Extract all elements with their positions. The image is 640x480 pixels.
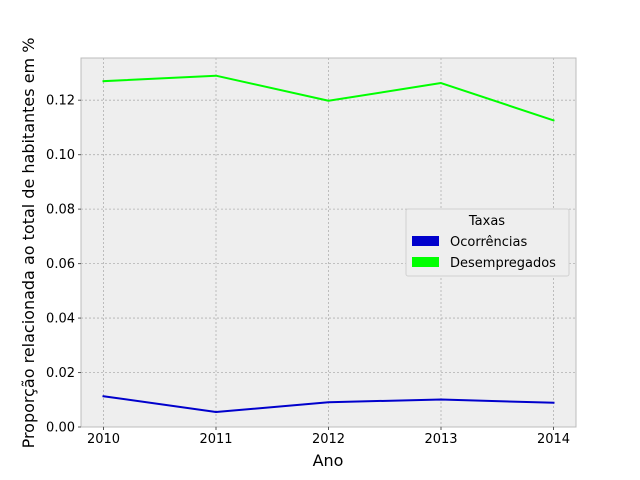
legend-swatch: [412, 257, 439, 267]
x-tick-label: 2014: [537, 432, 570, 447]
y-tick-label: 0.10: [46, 148, 75, 163]
x-axis-label: Ano: [313, 451, 344, 470]
y-tick-label: 0.12: [46, 94, 75, 109]
x-tick-label: 2012: [312, 432, 345, 447]
y-tick-label: 0.06: [46, 257, 75, 272]
legend-label: Desempregados: [450, 256, 556, 271]
tick-labels: 2010 2011 2012 2013 2014 0.00 0.02 0.04 0.06 0.08…: [46, 94, 570, 447]
legend-entries: Ocorrências Desempregados: [412, 235, 556, 271]
x-tick-label: 2013: [424, 432, 457, 447]
legend: Taxas Ocorrências Desempregados: [405, 208, 570, 277]
series-line-desempregados: [102, 74, 555, 122]
y-tick-label: 0.08: [46, 203, 75, 218]
x-tick-label: 2010: [87, 432, 120, 447]
series-group: [102, 74, 555, 414]
y-tick-label: 0.04: [46, 312, 75, 327]
y-axis-label: Proporção relacionada ao total de habita…: [19, 38, 38, 449]
legend-title: Taxas: [468, 214, 505, 229]
y-tick-label: 0.00: [46, 421, 75, 436]
legend-box: [405, 208, 570, 277]
legend-swatch: [412, 236, 439, 246]
x-tick-label: 2011: [199, 432, 232, 447]
y-tick-label: 0.02: [46, 366, 75, 381]
legend-label: Ocorrências: [450, 235, 527, 250]
series-line-ocorrencias: [102, 395, 555, 414]
